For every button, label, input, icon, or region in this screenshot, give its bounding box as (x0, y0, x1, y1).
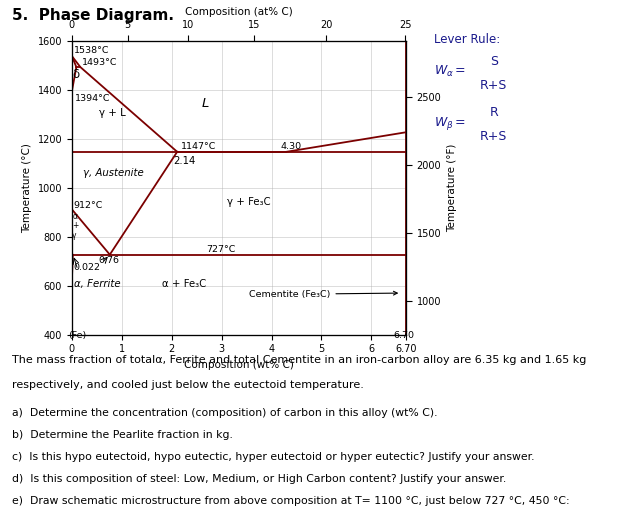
Text: b)  Determine the Pearlite fraction in kg.: b) Determine the Pearlite fraction in kg… (12, 430, 233, 440)
Text: 912°C: 912°C (74, 201, 103, 210)
Text: α
+
γ: α + γ (72, 212, 79, 240)
Text: R+S: R+S (480, 130, 508, 143)
Text: R+S: R+S (480, 79, 508, 92)
Text: e)  Draw schematic microstructure from above composition at T= 1100 °C, just bel: e) Draw schematic microstructure from ab… (12, 496, 570, 506)
Text: respectively, and cooled just below the eutectoid temperature.: respectively, and cooled just below the … (12, 380, 364, 390)
Y-axis label: Temperature (°F): Temperature (°F) (447, 144, 457, 232)
Text: γ, Austenite: γ, Austenite (83, 168, 144, 177)
Text: δ: δ (73, 67, 80, 81)
Text: 1538°C: 1538°C (74, 46, 109, 55)
Text: 1147°C: 1147°C (181, 142, 216, 151)
Text: a)  Determine the concentration (composition) of carbon in this alloy (wt% C).: a) Determine the concentration (composit… (12, 408, 438, 418)
X-axis label: Composition (at% C): Composition (at% C) (185, 7, 293, 17)
Text: 5.  Phase Diagram.: 5. Phase Diagram. (12, 8, 174, 22)
Text: 1394°C: 1394°C (75, 94, 111, 103)
Text: α + Fe₃C: α + Fe₃C (162, 279, 206, 289)
Text: L: L (202, 97, 209, 110)
Text: 0.76: 0.76 (98, 256, 119, 265)
Text: 4.30: 4.30 (281, 142, 302, 151)
Text: S: S (490, 55, 498, 67)
Text: γ + Fe₃C: γ + Fe₃C (227, 197, 270, 207)
Text: $W_\alpha =$: $W_\alpha =$ (434, 64, 466, 79)
Text: 727°C: 727°C (207, 245, 236, 254)
Text: γ + L: γ + L (99, 107, 126, 118)
Text: α, Ferrite: α, Ferrite (74, 279, 121, 289)
Text: Lever Rule:: Lever Rule: (434, 33, 501, 46)
Text: 6.70: 6.70 (394, 331, 415, 340)
Text: c)  Is this hypo eutectoid, hypo eutectic, hyper eutectoid or hyper eutectic? Ju: c) Is this hypo eutectoid, hypo eutectic… (12, 452, 535, 462)
Text: R: R (489, 106, 498, 119)
X-axis label: Composition (wt% C): Composition (wt% C) (184, 360, 294, 370)
Text: $W_\beta =$: $W_\beta =$ (434, 115, 466, 132)
Text: The mass fraction of totalα, Ferrite and total Cementite in an iron-carbon alloy: The mass fraction of totalα, Ferrite and… (12, 355, 587, 365)
Text: 1493°C: 1493°C (82, 58, 118, 66)
Text: d)  Is this composition of steel: Low, Medium, or High Carbon content? Justify y: d) Is this composition of steel: Low, Me… (12, 474, 507, 484)
Text: (Fe): (Fe) (68, 331, 86, 340)
Text: Cementite (Fe₃C): Cementite (Fe₃C) (249, 290, 398, 299)
Text: 2.14: 2.14 (174, 156, 196, 166)
Y-axis label: Temperature (°C): Temperature (°C) (22, 143, 32, 233)
Text: 0.022: 0.022 (74, 263, 101, 272)
